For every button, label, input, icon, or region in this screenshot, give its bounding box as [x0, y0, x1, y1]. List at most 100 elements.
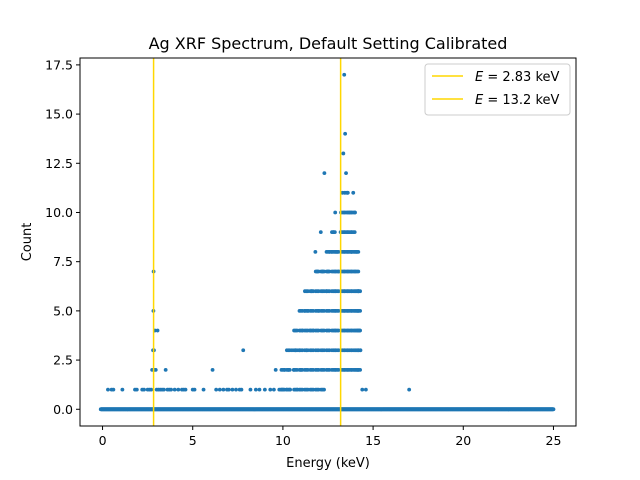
legend-entry-1-var: E [475, 70, 484, 85]
data-point [142, 387, 146, 392]
y-tick-label: 12.5 [45, 156, 73, 171]
data-point [341, 151, 346, 156]
data-point [320, 269, 325, 274]
data-point [352, 230, 357, 235]
data-point [161, 387, 166, 392]
data-point [155, 328, 160, 333]
data-point [288, 387, 293, 392]
y-tick-label: 10.0 [45, 205, 73, 220]
x-tick-label: 15 [365, 433, 381, 448]
data-point [192, 387, 197, 392]
data-point [281, 387, 285, 392]
data-point [324, 289, 329, 294]
data-point [241, 348, 246, 353]
data-point [309, 289, 314, 294]
data-point [363, 387, 368, 392]
data-point [120, 387, 125, 392]
legend-entry-1-value: = 2.83 keV [483, 70, 559, 85]
data-point [262, 387, 267, 392]
data-point [302, 308, 307, 313]
data-point [358, 348, 363, 353]
data-point [169, 387, 173, 392]
data-point [304, 348, 309, 353]
data-point [297, 348, 302, 353]
data-point [153, 368, 158, 372]
legend-entry-2-var: E [475, 93, 484, 108]
data-point [331, 230, 336, 235]
data-point [551, 407, 556, 412]
data-point [300, 328, 305, 333]
data-point [347, 210, 352, 215]
data-point [239, 387, 244, 392]
data-point [351, 190, 356, 195]
scatter-series [98, 72, 556, 412]
data-point [407, 387, 412, 392]
y-axis-ticks: 0.0 2.5 5.0 7.5 10.0 12.5 15.0 17.5 [45, 57, 80, 417]
data-point [226, 387, 231, 392]
data-point [354, 249, 359, 254]
x-tick-label: 5 [189, 433, 197, 448]
x-tick-label: 0 [99, 433, 107, 448]
data-point [172, 387, 177, 392]
data-point [295, 387, 300, 392]
y-axis-label: Count [20, 223, 35, 262]
data-point [273, 368, 278, 372]
data-point [201, 387, 206, 392]
data-point [134, 387, 139, 392]
data-point [322, 387, 326, 392]
plot-area [98, 58, 556, 426]
legend-entry-2-value: = 13.2 keV [483, 93, 559, 108]
data-point [326, 269, 330, 274]
data-point [329, 249, 334, 254]
data-point [293, 348, 298, 353]
data-point [317, 308, 321, 313]
data-point [349, 249, 354, 254]
y-tick-label: 15.0 [45, 107, 73, 122]
data-point [257, 387, 262, 392]
legend: E = 2.83 keV E = 13.2 keV [424, 63, 571, 116]
data-point [214, 387, 219, 392]
data-point [322, 171, 327, 176]
x-tick-label: 20 [455, 433, 471, 448]
y-tick-label: 7.5 [53, 254, 73, 269]
y-tick-label: 17.5 [45, 57, 73, 72]
data-point [313, 249, 318, 254]
data-point [163, 368, 168, 372]
data-point [358, 308, 362, 313]
x-axis-ticks: 0 5 10 15 20 25 [99, 426, 562, 448]
data-point [344, 171, 348, 176]
legend-entry-2: E = 13.2 keV [475, 93, 560, 108]
data-point [221, 387, 226, 392]
legend-entry-1: E = 2.83 keV [475, 70, 560, 85]
data-point [271, 387, 276, 392]
data-point [353, 210, 357, 215]
data-point [299, 368, 303, 372]
data-point [282, 368, 287, 372]
data-point [106, 387, 110, 392]
data-point [335, 249, 339, 254]
data-point [336, 269, 341, 274]
y-tick-label: 2.5 [53, 353, 73, 368]
data-point [345, 190, 350, 195]
data-point [284, 387, 289, 392]
data-point [315, 269, 320, 274]
y-tick-label: 0.0 [53, 402, 73, 417]
data-point [111, 387, 116, 392]
data-point [183, 387, 188, 392]
data-point [358, 368, 362, 372]
x-axis-label: Energy (keV) [286, 456, 370, 471]
data-point [308, 328, 312, 333]
x-tick-label: 25 [546, 433, 562, 448]
data-point [360, 387, 365, 392]
data-point [311, 328, 316, 333]
data-point [343, 131, 348, 136]
data-point [290, 348, 294, 353]
data-point [217, 387, 222, 392]
chart-title: Ag XRF Spectrum, Default Setting Calibra… [149, 34, 508, 53]
data-point [333, 210, 338, 215]
y-tick-label: 5.0 [53, 303, 73, 318]
data-point [357, 328, 362, 333]
data-point [291, 368, 296, 372]
data-point [149, 387, 154, 392]
